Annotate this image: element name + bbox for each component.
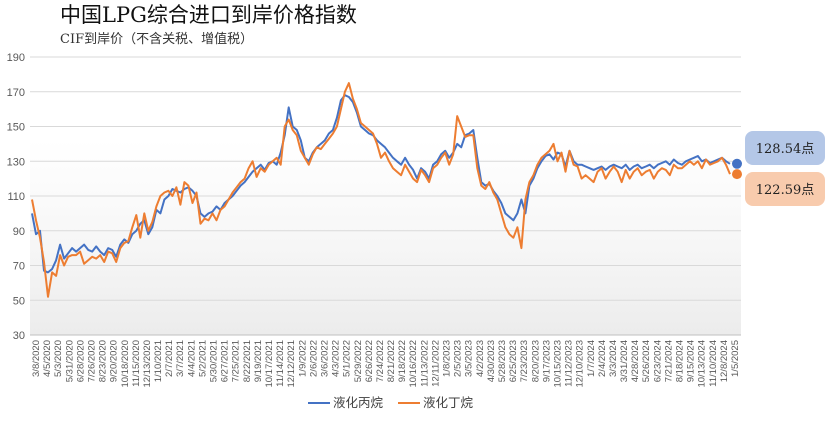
y-tick-label: 70 — [13, 261, 25, 273]
butane-callout-label: 122.59点 — [756, 183, 815, 198]
plot-area-background — [30, 140, 741, 335]
series-line-butane — [31, 82, 731, 298]
x-tick-label: 9/15/2024 — [686, 340, 697, 382]
x-tick-label: 4/3/2022 — [331, 340, 342, 377]
propane-end-point — [732, 158, 742, 169]
y-tick-label: 150 — [7, 122, 25, 134]
x-tick-label: 7/23/2023 — [519, 340, 530, 382]
chart-title: 中国LPG综合进口到岸价格指数 — [60, 3, 357, 27]
x-tick-label: 8/21/2022 — [386, 340, 397, 382]
x-tick-label: 1/8/2023 — [442, 340, 453, 377]
x-tick-label: 4/28/2024 — [630, 340, 641, 382]
y-tick-label: 90 — [13, 226, 25, 238]
x-tick-label: 5/26/2024 — [641, 340, 652, 382]
x-tick-label: 8/23/2020 — [98, 340, 109, 382]
propane-callout-label: 128.54点 — [756, 142, 815, 157]
y-axis-ticks: 30 50 70 90 110 130 150 170 190 — [7, 52, 25, 342]
x-tick-label: 2/7/2021 — [164, 340, 175, 377]
x-tick-label: 9/17/2023 — [541, 340, 552, 382]
x-tick-label: 5/2/2021 — [197, 340, 208, 377]
chart-subtitle: CIF到岸价（不含关税、增值税） — [60, 31, 253, 47]
legend-label-propane: 液化丙烷 — [333, 395, 384, 410]
y-tick-label: 50 — [13, 295, 25, 307]
x-tick-label: 12/12/2021 — [286, 340, 297, 388]
propane-callout: 128.54点 — [745, 131, 825, 165]
x-tick-label: 5/1/2022 — [342, 340, 353, 377]
x-tick-label: 10/17/2021 — [264, 340, 275, 388]
x-tick-label: 7/25/2021 — [231, 340, 242, 382]
x-tick-label: 1/10/2021 — [153, 340, 164, 382]
x-tick-label: 12/11/2022 — [430, 340, 441, 387]
x-tick-label: 2/5/2023 — [453, 340, 464, 377]
x-tick-label: 6/25/2023 — [508, 340, 519, 382]
x-tick-label: 2/4/2024 — [597, 340, 608, 377]
x-tick-label: 5/30/2021 — [209, 340, 220, 382]
x-tick-label: 6/26/2022 — [364, 340, 375, 382]
x-tick-label: 11/10/2024 — [708, 340, 719, 387]
x-tick-label: 12/8/2024 — [719, 340, 730, 382]
x-axis-ticks: 3/8/2020 4/5/2020 5/3/2020 5/31/2020 6/28/20… — [31, 340, 741, 388]
x-tick-label: 10/16/2022 — [408, 340, 419, 388]
x-tick-label: 10/13/2024 — [697, 340, 708, 388]
x-tick-label: 4/4/2021 — [186, 340, 197, 377]
x-tick-label: 12/13/2020 — [142, 340, 153, 388]
x-tick-label: 6/28/2020 — [75, 340, 86, 382]
x-tick-label: 5/31/2020 — [64, 340, 75, 382]
x-tick-label: 5/29/2022 — [353, 340, 364, 382]
x-tick-label: 3/6/2022 — [320, 340, 331, 377]
x-tick-label: 5/28/2023 — [497, 340, 508, 382]
y-tick-label: 110 — [7, 191, 25, 203]
x-tick-label: 11/14/2021 — [275, 340, 286, 387]
x-tick-label: 6/27/2021 — [220, 340, 231, 382]
butane-callout: 122.59点 — [745, 172, 825, 206]
x-tick-label: 5/3/2020 — [53, 340, 64, 377]
x-tick-label: 10/18/2020 — [120, 340, 131, 388]
x-tick-label: 1/9/2022 — [297, 340, 308, 377]
legend-label-butane: 液化丁烷 — [423, 395, 474, 410]
x-tick-label: 7/26/2020 — [87, 340, 98, 382]
x-tick-label: 3/7/2021 — [175, 340, 186, 377]
x-tick-label: 1/5/2025 — [730, 340, 741, 377]
x-tick-label: 6/23/2024 — [652, 340, 663, 382]
y-tick-label: 130 — [7, 156, 25, 168]
x-tick-label: 7/24/2022 — [375, 340, 386, 382]
y-tick-label: 30 — [13, 330, 25, 342]
x-tick-label: 3/3/2024 — [608, 340, 619, 377]
x-tick-label: 11/15/2020 — [131, 340, 142, 387]
x-tick-label: 4/30/2023 — [486, 340, 497, 382]
x-tick-label: 3/8/2020 — [31, 340, 42, 377]
x-tick-label: 1/7/2024 — [586, 340, 597, 377]
x-tick-label: 8/20/2023 — [530, 340, 541, 382]
x-tick-label: 11/13/2022 — [419, 340, 430, 387]
x-tick-label: 8/22/2021 — [242, 340, 253, 382]
x-tick-label: 2/6/2022 — [308, 340, 319, 377]
butane-end-point — [732, 169, 742, 180]
x-tick-label: 9/18/2022 — [397, 340, 408, 382]
legend: 液化丙烷 液化丁烷 — [308, 395, 474, 410]
x-tick-label: 9/20/2020 — [109, 340, 120, 382]
x-tick-label: 4/2/2023 — [475, 340, 486, 377]
propane-callout-box — [745, 131, 825, 165]
y-tick-label: 170 — [7, 87, 25, 99]
x-tick-label: 3/31/2024 — [619, 340, 630, 382]
x-tick-label: 7/21/2024 — [663, 340, 674, 382]
x-tick-label: 10/15/2023 — [553, 340, 564, 388]
y-tick-label: 190 — [7, 52, 25, 64]
x-tick-label: 3/5/2023 — [464, 340, 475, 377]
x-tick-label: 11/12/2023 — [564, 340, 575, 387]
series-line-propane — [31, 94, 731, 274]
x-tick-label: 12/10/2023 — [575, 340, 586, 388]
x-tick-label: 9/19/2021 — [253, 340, 264, 382]
x-tick-label: 8/18/2024 — [675, 340, 686, 382]
x-tick-label: 4/5/2020 — [42, 340, 53, 377]
butane-callout-box — [745, 172, 825, 206]
